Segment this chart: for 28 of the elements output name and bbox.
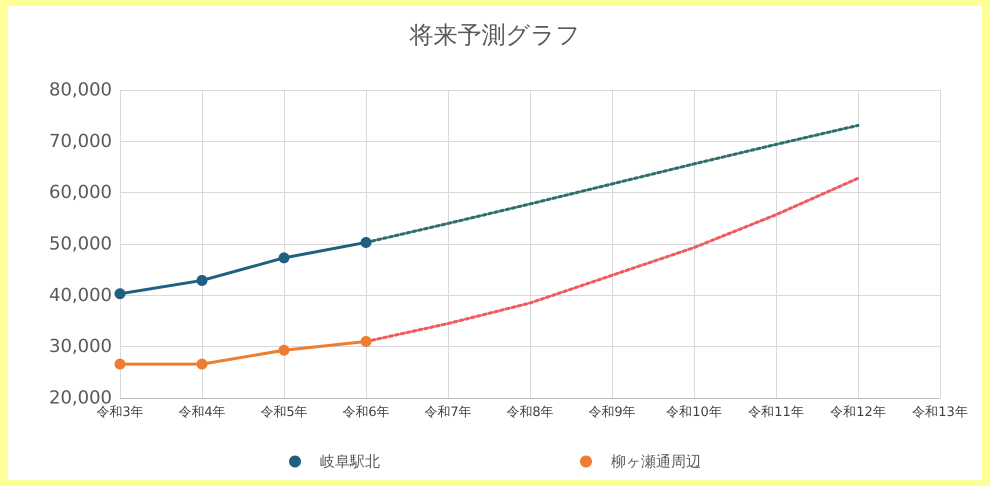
- x-tick-label: 令和7年: [424, 405, 472, 420]
- point: [114, 288, 126, 300]
- point: [196, 274, 208, 286]
- y-tick-label: 30,000: [49, 336, 112, 358]
- y-tick-label: 50,000: [49, 234, 112, 254]
- point: [196, 358, 208, 370]
- y-tick-label: 70,000: [49, 130, 112, 152]
- point: [278, 252, 290, 264]
- x-tick-label: 令和13年: [912, 405, 968, 420]
- y-tick-label: 40,000: [49, 284, 112, 306]
- y-tick-label: 80,000: [49, 80, 112, 100]
- y-tick-label: 60,000: [49, 182, 112, 204]
- point: [114, 358, 126, 370]
- point: [360, 336, 372, 348]
- x-tick-label: 令和12年: [830, 405, 886, 420]
- x-tick-label: 令和11年: [748, 405, 804, 420]
- chart-title: 将来予測グラフ: [408, 21, 580, 49]
- point: [278, 344, 290, 356]
- legend-label: 柳ヶ瀬通周辺: [611, 452, 701, 470]
- x-tick-label: 令和10年: [666, 405, 722, 420]
- x-tick-label: 令和3年: [96, 405, 144, 420]
- x-tick-label: 令和8年: [506, 405, 554, 420]
- point: [360, 236, 372, 248]
- x-tick-label: 令和9年: [588, 405, 636, 420]
- x-tick-label: 令和6年: [342, 405, 390, 420]
- legend-label: 岐阜駅北: [320, 452, 380, 470]
- x-tick-label: 令和5年: [260, 405, 308, 420]
- x-tick-label: 令和4年: [178, 405, 226, 420]
